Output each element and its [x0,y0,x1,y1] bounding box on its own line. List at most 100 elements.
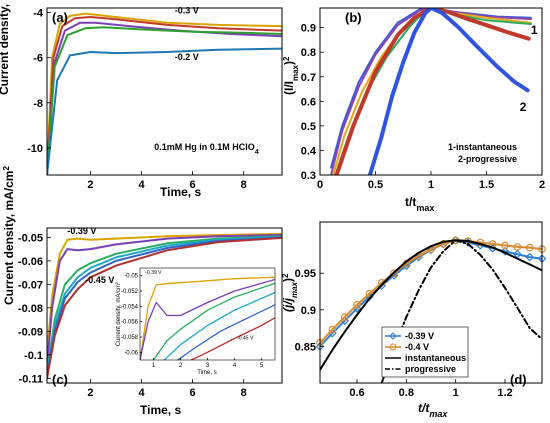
panel-c-inset-xtick-label-0: 1 [152,363,156,369]
panel-d-legend-label-3: progressive [405,364,456,374]
panel-b-xtick-label-4: 2 [539,179,545,191]
panel-a-ytick-label-1: -6 [33,53,43,65]
panel-a-xtick-label-3: 8 [241,179,247,191]
panel-a-xtick-label-2: 6 [190,179,196,191]
panel-d-series-1-line [320,239,542,344]
panel-c-inset-ytick-label-1: -0.052 [121,289,139,295]
panel-c-ytick-label-3: -0.08 [18,303,43,315]
panel-d-xtick-label-0: 0.6 [349,387,364,399]
panel-d-series-1-point-2 [340,313,349,321]
panel-d-legend-label-2: instantaneous [405,353,466,363]
panel-c-ylabel: Current density, mA/cm2 [2,166,17,305]
panel-a-plot-area [47,8,282,175]
panel-a-ylabel: Current density, mA/cm2 [0,0,11,95]
panel-d-ytick-label-2: 0.95 [295,268,316,280]
panel-c-inset-series-1-line [140,278,275,360]
panel-c-inset-plot: 1 2 3 4 5 -0.05 -0.052 -0.054 -0.056 -0.058 -0.06 -… [114,267,276,376]
panel-a-ytick-label-3: -10 [27,143,43,155]
panel-c-inset-series-4-line [177,304,275,360]
panel-c-inset-annotation-0: -0.39 V [145,270,162,276]
panel-c-inset-xlabel: Time, s [197,370,216,376]
panel-c-inset-xtick-label-4: 5 [260,363,264,369]
panel-a-ytick-label-0: -4 [33,8,44,20]
panel-c-xtick-label-1: 4 [138,387,145,399]
panel-d-series-0-point-17 [525,252,535,262]
panel-b-series-0-line [330,8,532,169]
panel-c-ytick-label-6: -0.11 [19,373,43,385]
panel-a-xtick-label-1: 4 [138,179,145,191]
panel-c-frame [46,227,283,384]
panel-d-legend-marker-0 [389,332,397,340]
panel-c-inset-xtick-label-1: 2 [179,363,183,369]
panel-d-series-3-line [380,239,542,383]
panel-d-xtick-label-1: 0.8 [399,387,414,399]
panel-a-annotation-2: 0.1mM Hg in 0.1M HClO4 [154,142,259,156]
panel-a-series-3-line [47,26,282,175]
panel-b-ytick-label-6: 0.9 [301,23,316,35]
panel-c-label: (c) [52,372,68,387]
panel-b-ytick-label-2: 0.5 [301,121,316,133]
panel-a-frame [46,7,283,176]
panel-a-series-1-line [47,16,282,175]
panel-c-inset-series-0-line [140,276,275,360]
panel-c-inset-ylabel-sup: 2 [114,281,119,284]
panel-b-xtick-label-1: 0.5 [368,179,383,191]
panel-d-series-1-point-16 [513,243,522,251]
panel-c-xtick-label-3: 8 [241,387,247,399]
panel-c-series-1-line [47,234,282,368]
panel-b-xtick-label-2: 1 [428,179,434,191]
panel-b-curve-label-0: 1 [531,23,538,37]
panel-c-series-3-line [47,235,282,375]
panel-c-xtick-label-0: 2 [87,387,93,399]
panel-c-ytick-label-1: -0.06 [18,256,43,268]
panel-b-ytick-label-3: 0.6 [301,96,316,108]
panel-d-series-1-point-3 [353,300,361,309]
panel-c-inset-xtick-label-2: 3 [206,363,210,369]
panel-a-annotation-1: -0.2 V [175,52,199,62]
panel-c-inset-series-2-line [152,282,275,360]
panel-c-series-0-line [47,232,282,356]
panel-c-inset-series-5-line [190,317,275,360]
panel-c-ytick-label-2: -0.07 [18,279,43,291]
panel-b-label: (b) [345,10,362,25]
panel-c-series-5-line [47,236,282,380]
panel-c-ytick-label-4: -0.09 [18,326,43,338]
panel-d-ytick-label-1: 0.9 [301,305,316,317]
panel-d-series-2-line [320,239,542,371]
panel-c-inset-ytick-label-5: -0.06 [124,350,138,356]
panel-d-label: (d) [510,372,527,387]
panel-d-series-0-point-8 [414,252,424,262]
panel-b-ytick-label-5: 0.8 [301,47,316,59]
panel-b-xtick-label-3: 1.5 [479,179,494,191]
panel-b-legend-2: 2-progressive [458,154,517,164]
panel-b-curve-label-1: 2 [520,100,527,114]
chart-panel-c: Current density, mA/cm2 Time, s (c) [2,166,182,417]
panel-a-ytick-label-2: -8 [33,98,43,110]
panel-c-ytick-label-0: -0.05 [18,232,43,244]
panel-b-series-1-line [330,8,532,175]
panel-b-legend-1: 1-instantaneous [448,142,517,152]
panel-a-annotation-0: -0.3 V [175,6,199,16]
panel-a-label: (a) [52,10,68,25]
panel-b-plot: 0 0.5 1 1.5 2 0.3 0.4 0.5 0.6 0.7 0.8 0.9 1 2 [301,7,545,191]
panel-c-xtick-label-2: 6 [190,387,196,399]
panel-a-xtick-label-0: 2 [87,179,93,191]
panel-b-xlabel: t/tmax [405,195,434,213]
panel-b-ytick-label-1: 0.4 [301,145,317,157]
panel-c-inset-ytick-label-3: -0.056 [121,320,139,326]
panel-a-plot: 2 4 6 8 -4 -6 -8 -10 -0.3 V -0.2 V 0.1mM Hg in 0.1… [27,6,283,191]
panel-b-ytick-label-4: 0.7 [301,72,316,84]
panel-d-series-1-point-1 [328,325,337,334]
panel-c-inset-ytick-label-2: -0.054 [121,304,139,310]
panel-d-frame [319,221,543,384]
panel-c-inset-xtick-label-3: 4 [233,363,237,369]
chart-panel-d: (j/jmax)2 t/tmax (d) [281,273,527,419]
chart-panel-b: (I/Imax)2 t/tmax (b) 1-instantaneous 2-p… [282,10,518,213]
panel-d-legend-label-0: -0.39 V [405,331,434,341]
panel-b-series-5-line [367,8,530,175]
panel-c-inset-annotation-1: -0.45 V [237,335,254,341]
panel-d-ylabel: (j/jmax)2 [281,273,299,312]
panel-b-ytick-label-0: 0.3 [301,170,316,182]
panel-d-xtick-label-2: 1 [453,387,459,399]
